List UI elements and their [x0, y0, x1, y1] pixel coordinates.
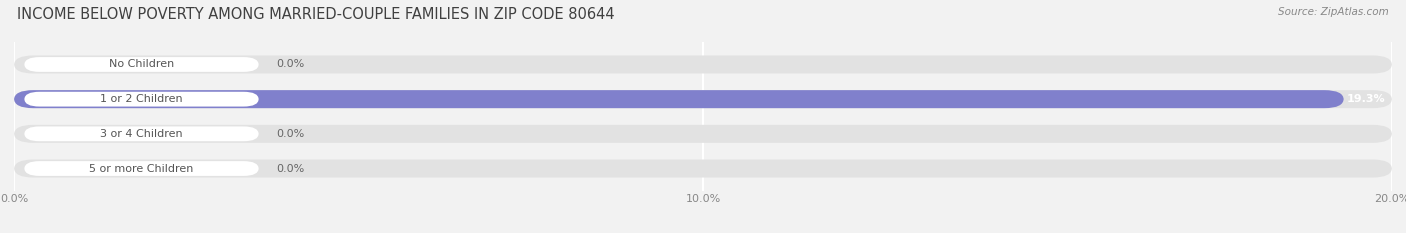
FancyBboxPatch shape [14, 55, 1392, 73]
FancyBboxPatch shape [24, 127, 259, 141]
FancyBboxPatch shape [14, 90, 1344, 108]
Text: Source: ZipAtlas.com: Source: ZipAtlas.com [1278, 7, 1389, 17]
FancyBboxPatch shape [14, 90, 1392, 108]
Text: 1 or 2 Children: 1 or 2 Children [100, 94, 183, 104]
Text: 0.0%: 0.0% [276, 129, 304, 139]
Text: 19.3%: 19.3% [1347, 94, 1385, 104]
FancyBboxPatch shape [14, 160, 1392, 178]
FancyBboxPatch shape [24, 161, 259, 176]
Text: INCOME BELOW POVERTY AMONG MARRIED-COUPLE FAMILIES IN ZIP CODE 80644: INCOME BELOW POVERTY AMONG MARRIED-COUPL… [17, 7, 614, 22]
Text: 3 or 4 Children: 3 or 4 Children [100, 129, 183, 139]
Text: 0.0%: 0.0% [276, 164, 304, 174]
FancyBboxPatch shape [24, 57, 259, 72]
Text: 0.0%: 0.0% [276, 59, 304, 69]
Text: 5 or more Children: 5 or more Children [90, 164, 194, 174]
FancyBboxPatch shape [24, 92, 259, 106]
Text: No Children: No Children [108, 59, 174, 69]
FancyBboxPatch shape [14, 125, 1392, 143]
